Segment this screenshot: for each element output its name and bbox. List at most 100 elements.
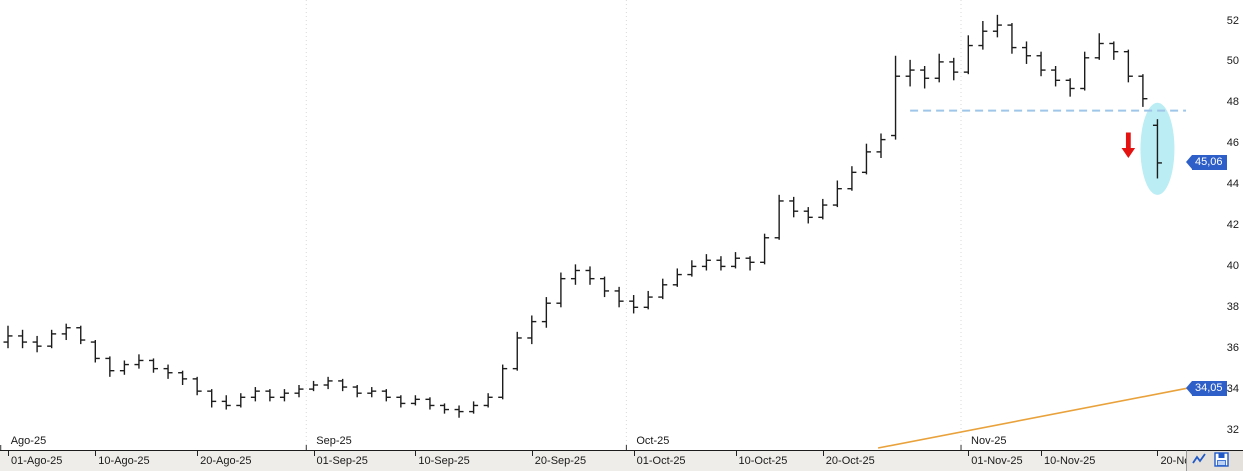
indicator-chart-button[interactable] [1190,452,1209,470]
date-axis-label: 10-Sep-25 [418,455,470,467]
date-axis-label: 10-Nov-25 [1044,455,1096,467]
ohlc-bar [279,389,289,402]
ohlc-bar [265,389,275,402]
y-axis-label: 52 [1226,14,1239,27]
y-axis-label: 40 [1226,259,1239,272]
trend-line[interactable] [877,387,1189,449]
date-axis-label: 01-Sep-25 [316,455,368,467]
date-axis-tick [633,451,635,456]
ohlc-bar [207,389,217,408]
ohlc-bar [18,329,28,349]
ohlc-bar [658,278,668,300]
last-price-tag: 45,06 [1186,155,1227,171]
y-axis-label: 38 [1226,300,1239,313]
ohlc-bar [119,360,129,375]
ohlc-bar [1094,33,1104,60]
ohlc-bar [992,14,1002,38]
date-axis-label: 20-Ago-25 [200,455,252,467]
month-label: Nov-25 [971,435,1007,447]
ohlc-bar [163,364,173,379]
date-axis-label: 20-No [1160,455,1191,467]
ohlc-bar [178,370,188,386]
time-axis[interactable]: 01-Ago-25 10-Ago-25 20-Ago-25 01-Sep-25 10-S… [0,450,1243,471]
ohlc-bar [149,358,158,373]
ohlc-bar [541,297,551,328]
ohlc-bar [978,21,988,50]
ohlc-bar [323,376,333,390]
y-axis-label: 34 [1226,382,1239,395]
ohlc-bar [352,385,362,398]
ohlc-bar [716,256,726,271]
y-axis-label: 32 [1226,423,1239,436]
date-axis-tick [1041,451,1043,456]
ohlc-bar [920,65,930,89]
ohlc-bar [76,325,86,345]
ohlc-bar [294,385,304,398]
ohlc-bar [367,387,377,398]
ohlc-bar [745,256,755,271]
month-label: Oct-25 [636,435,670,447]
statusbar-corner [1186,450,1243,471]
ohlc-bar [629,295,639,314]
ohlc-bar [381,389,391,402]
trendline-price-value: 34,05 [1195,381,1223,394]
ohlc-bar [1065,78,1075,97]
ohlc-bar [861,143,871,175]
y-axis-label: 48 [1226,96,1239,109]
date-axis-tick [197,451,199,456]
ohlc-bar [221,395,231,410]
y-axis-label: 44 [1226,178,1239,191]
ohlc-bar [731,252,740,269]
ohlc-bar [338,378,348,392]
ohlc-bar [701,254,711,271]
ohlc-bar [90,340,100,363]
y-axis-label: 36 [1226,341,1239,354]
ohlc-bar [643,290,653,310]
ohlc-bar [600,276,610,298]
date-axis-tick [822,451,824,456]
date-axis-tick [1157,451,1159,456]
ohlc-bar [396,395,406,408]
save-icon [1214,452,1229,470]
trendline-price-tag: 34,05 [1186,380,1227,396]
ohlc-bar [527,315,537,345]
date-axis-label: 01-Ago-25 [11,455,63,467]
ohlc-bar [1022,41,1031,64]
date-axis-tick [968,451,970,456]
ohlc-bar [905,59,915,87]
sell-signal-arrow [1121,132,1136,159]
date-axis-tick [531,451,533,456]
ohlc-bar [760,233,770,265]
date-axis-label: 01-Nov-25 [971,455,1023,467]
ohlc-bar [1080,51,1090,91]
ohlc-bar [512,331,522,371]
price-chart-canvas[interactable] [0,0,1243,450]
ohlc-bar [818,198,828,220]
ohlc-bar [250,387,260,402]
ohlc-bar [1138,74,1148,107]
ohlc-bar [483,393,493,408]
date-axis-tick [735,451,737,456]
ohlc-bar [134,354,144,369]
ohlc-bar [309,380,319,392]
ohlc-bar [454,405,464,418]
ohlc-bar [803,207,813,224]
ohlc-bar [32,335,42,353]
ohlc-bar [672,268,682,287]
ohlc-bar [570,264,580,285]
last-price-value: 45,06 [1195,156,1223,169]
ohlc-bar [789,196,799,218]
y-axis-scale[interactable]: 52 50 48 46 44 42 40 38 36 34 32 [1188,0,1243,450]
save-chart-button[interactable] [1212,452,1231,470]
y-axis-label: 46 [1226,137,1239,150]
date-axis-tick [415,451,417,456]
month-label: Sep-25 [316,435,352,447]
ohlc-bar [949,57,959,81]
ohlc-bar [440,403,449,414]
ohlc-bar [1036,51,1046,77]
ohlc-bar [847,166,857,191]
ohlc-bar [1007,23,1017,54]
date-axis-label: 01-Oct-25 [636,455,686,467]
ohlc-bar [425,397,435,410]
